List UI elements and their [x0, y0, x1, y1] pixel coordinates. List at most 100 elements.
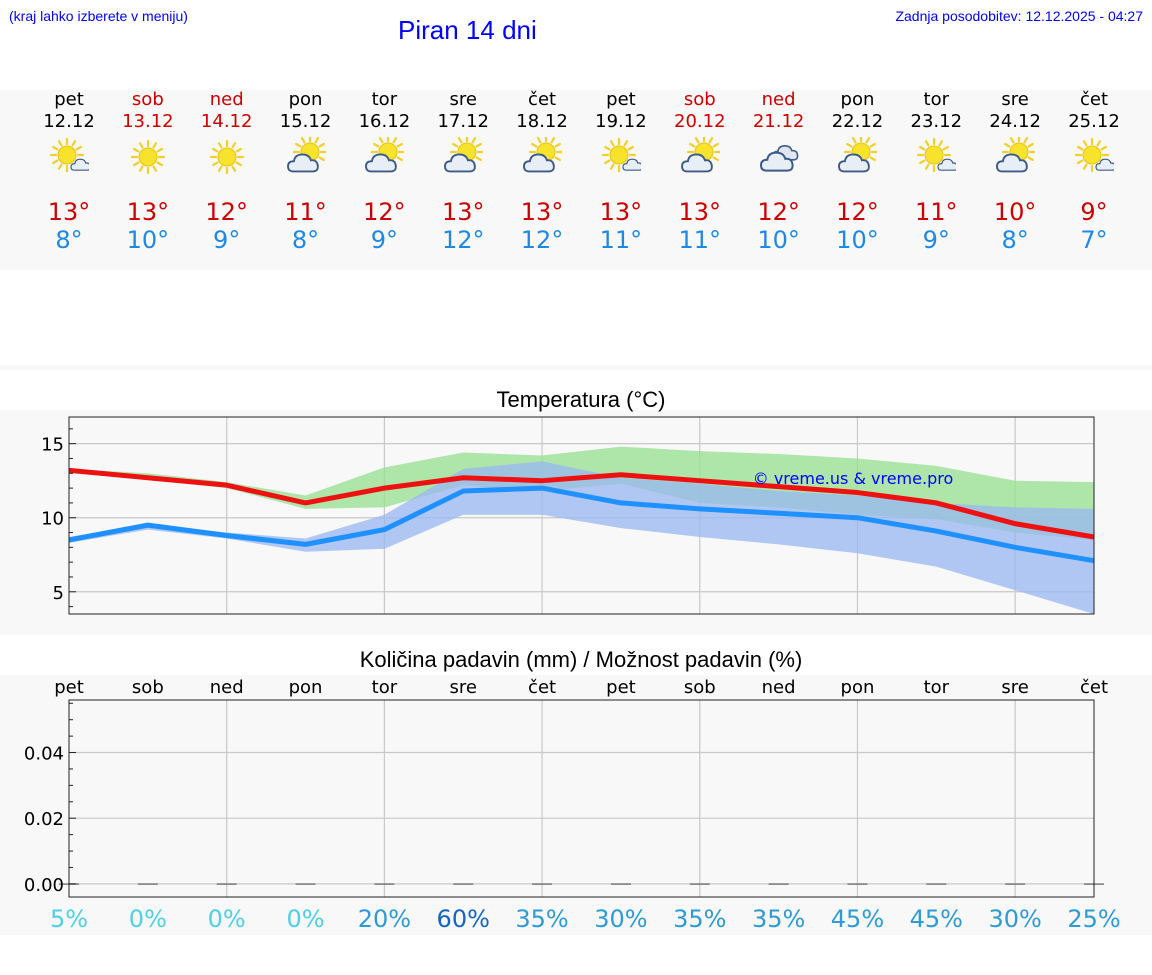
min-temperature: 10° [126, 226, 170, 254]
watermark: © vreme.us & vreme.pro [753, 469, 954, 488]
day-date: 22.12 [831, 111, 884, 132]
max-temperature: 13° [520, 198, 564, 226]
precipitation-probability: 30% [594, 905, 647, 933]
category-label: tor [372, 677, 398, 698]
min-temperature: 12° [520, 226, 564, 254]
day-name: pet [606, 89, 636, 110]
day-name: čet [1079, 89, 1109, 110]
plot-frame [68, 699, 1095, 898]
category-label: pon [289, 677, 323, 698]
category-label: ned [762, 677, 796, 698]
max-temperature: 10° [993, 198, 1037, 226]
y-tick-label: 0.04 [24, 744, 64, 765]
category-label: čet [1080, 677, 1108, 698]
cloudy-icon [759, 145, 798, 172]
temperature-plot: 5 10 15 © vreme.us & vreme.pro [41, 416, 1095, 615]
max-temperature: 13° [47, 198, 91, 226]
min-temperature: 8° [291, 226, 320, 254]
sun-icon [209, 139, 244, 175]
precipitation-probability: 30% [988, 905, 1041, 933]
day-name: pon [840, 89, 875, 110]
category-label: sob [132, 677, 164, 698]
min-temperature: 12° [441, 226, 485, 254]
precipitation-bar [1005, 883, 1026, 885]
day-date: 12.12 [43, 111, 95, 132]
day-name: sob [131, 89, 164, 110]
max-temperature: 11° [284, 198, 327, 226]
sun-small-cloud-icon [1074, 137, 1114, 173]
min-temperature: 11° [599, 226, 643, 254]
category-label: sre [449, 677, 476, 698]
min-temperature: 11° [678, 226, 722, 254]
day-date: 16.12 [358, 111, 411, 132]
max-temperature: 13° [126, 198, 170, 226]
day-date: 20.12 [674, 111, 726, 132]
y-tick-label: 10 [41, 509, 64, 530]
day-name: sob [683, 89, 716, 110]
category-label: sob [684, 677, 716, 698]
day-date: 24.12 [989, 111, 1041, 132]
y-tick-label: 0.02 [24, 809, 64, 830]
category-label: ned [210, 677, 244, 698]
category-label: čet [528, 677, 556, 698]
min-temperature: 7° [1080, 226, 1108, 254]
y-tick-label: 0.00 [24, 875, 64, 896]
max-temperature: 12° [836, 198, 879, 226]
sun-small-cloud-icon [917, 137, 957, 173]
max-temperature: 13° [678, 198, 722, 226]
precipitation-probability: 0% [129, 905, 167, 933]
day-name: čet [528, 89, 557, 110]
partly-cloudy-icon [286, 137, 326, 173]
category-label: tor [924, 677, 950, 698]
precipitation-probability: 60% [437, 905, 490, 933]
max-temperature: 12° [757, 198, 800, 226]
page-title: Piran 14 dni [398, 15, 537, 45]
min-temperature: 8° [55, 226, 83, 254]
precipitation-bar [847, 883, 868, 885]
max-temperature: 12° [205, 198, 248, 226]
day-date: 17.12 [437, 111, 489, 132]
max-temperature: 11° [915, 198, 958, 226]
partly-cloudy-icon [680, 137, 720, 173]
max-range-band [69, 446, 1094, 540]
day-date: 14.12 [200, 111, 253, 132]
precipitation-bar [137, 883, 158, 885]
daily-forecast-strip: pet 12.12 13° 8° sob 13.12 13° 10° ned 14.12 12° 9… [0, 90, 1152, 270]
last-update: Zadnja posodobitev: 12.12.2025 - 04:27 [895, 8, 1143, 24]
min-temperature-line [68, 485, 1095, 564]
day-name: ned [761, 89, 796, 110]
day-name: tor [371, 89, 398, 110]
min-temperature: 9° [922, 226, 950, 254]
precipitation-bar [768, 883, 789, 885]
precipitation-bar [926, 883, 947, 885]
day-name: pet [54, 89, 84, 110]
precipitation-bar [453, 883, 474, 885]
min-temperature: 9° [370, 226, 399, 254]
day-date: 23.12 [910, 111, 963, 132]
min-temperature: 10° [836, 226, 879, 254]
y-tick-label: 15 [41, 435, 64, 456]
sun-small-cloud-icon [49, 137, 89, 173]
precipitation-probability: 20% [358, 905, 411, 933]
day-date: 25.12 [1068, 111, 1120, 132]
day-date: 19.12 [595, 111, 647, 132]
precipitation-probability: 35% [515, 905, 568, 933]
max-temperature-line [68, 467, 1095, 540]
partly-cloudy-icon [365, 137, 405, 173]
category-label: pet [606, 677, 636, 698]
y-tick-label: 5 [53, 583, 64, 604]
precipitation-bar [216, 883, 237, 885]
max-temperature: 9° [1080, 198, 1108, 226]
precipitation-probability: 45% [910, 905, 963, 933]
min-temperature: 8° [1001, 226, 1029, 254]
day-date: 21.12 [752, 111, 805, 132]
min-temperature: 10° [757, 226, 800, 254]
day-name: pon [288, 89, 323, 110]
precipitation-probability: 25% [1067, 905, 1120, 933]
partly-cloudy-icon [838, 137, 878, 173]
precipitation-plot: 0.00 0.02 0.04 pet sob ned pon tor sre čet pet sob n… [24, 677, 1121, 933]
max-temperature: 12° [363, 198, 406, 226]
precipitation-bar [295, 883, 316, 885]
precipitation-probability: 45% [831, 905, 884, 933]
